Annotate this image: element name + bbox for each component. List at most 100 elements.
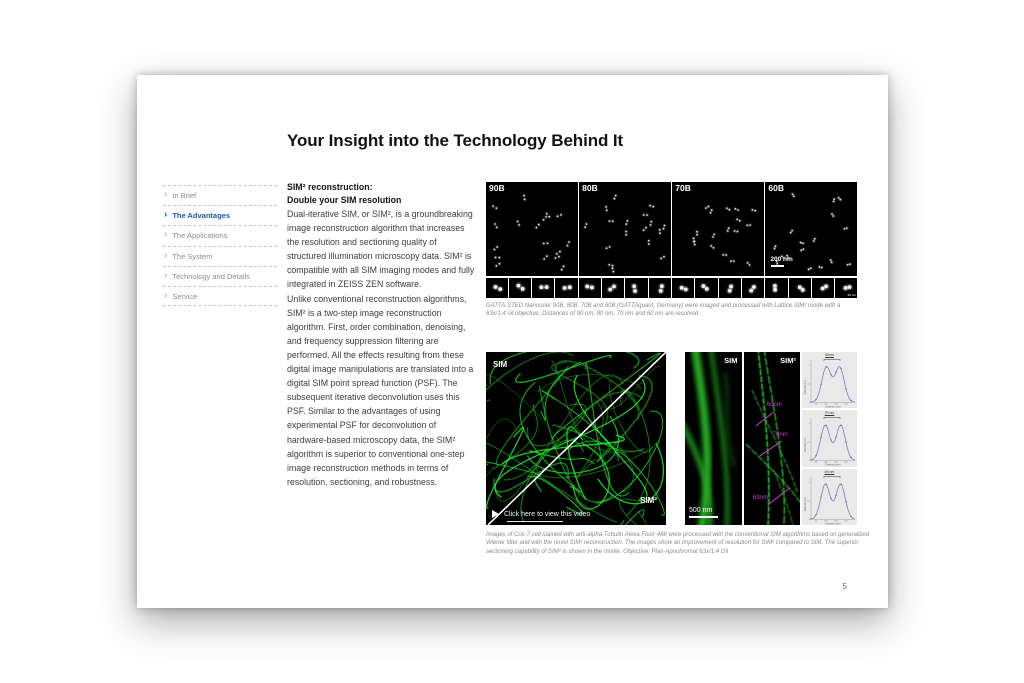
svg-text:100: 100: [824, 462, 828, 464]
inset-group: [486, 277, 578, 298]
svg-text:0: 0: [809, 402, 811, 404]
nanoruler-panels-row: 90B 80B 70B 60B 200 nm: [486, 182, 857, 276]
figure2-caption: Images of Cos-7 cell stained with anti-a…: [486, 532, 870, 555]
panel-label: 70B: [675, 183, 691, 193]
chevron-right-icon: ›: [164, 269, 168, 281]
video-label-sim: SIM: [493, 360, 508, 369]
nanoruler-insets-row: 50 nm: [486, 277, 857, 298]
inset-cell: [695, 277, 718, 298]
svg-text:150: 150: [834, 462, 838, 464]
plot-title: 69 nm: [824, 469, 835, 474]
inset-cell: [555, 277, 578, 298]
page-title: Your Insight into the Technology Behind …: [287, 131, 624, 150]
inset-cell: [718, 277, 741, 298]
article-heading-line1: SIM² reconstruction:: [287, 182, 373, 192]
video-cta-label: Click here to view this video: [504, 510, 591, 518]
profile-plots-column: Intensity (AU) Distance (nm) 50 100 150 200 0 0…: [802, 352, 857, 525]
svg-text:50: 50: [815, 462, 818, 464]
svg-text:0.5: 0.5: [807, 442, 811, 444]
figure-nanoruler: 90B 80B 70B 60B 200 nm 50 nm GATTA-STED …: [486, 182, 857, 318]
article-heading-line2: Double your SIM resolution: [287, 195, 402, 205]
svg-text:100: 100: [824, 404, 828, 406]
svg-text:50: 50: [815, 520, 818, 522]
svg-text:150: 150: [834, 520, 838, 522]
inset-cell: [672, 277, 695, 298]
sidebar: › In Brief › The Advantages › The Applic…: [163, 185, 277, 307]
svg-text:0: 0: [809, 460, 811, 462]
svg-text:Distance (nm): Distance (nm): [826, 405, 841, 408]
svg-text:0.5: 0.5: [807, 500, 811, 502]
video-label-sim2: SIM²: [640, 496, 657, 505]
sidebar-item-label: The Applications: [172, 231, 228, 241]
page-number: 5: [842, 582, 847, 591]
profile-plot-70nm: Intensity (AU) Distance (nm) 50 100 150 200 0 0…: [802, 410, 857, 467]
svg-text:0.5: 0.5: [807, 383, 811, 385]
svg-text:Intensity (AU): Intensity (AU): [804, 379, 807, 394]
profile-plot-69nm: Intensity (AU) Distance (nm) 50 100 150 200 0 0…: [802, 468, 857, 525]
scale-bar: [771, 265, 785, 267]
inset-cell: [741, 277, 764, 298]
inset-scale-label: 50 nm: [847, 292, 856, 297]
inset-cell: [788, 277, 811, 298]
inset-cell: [486, 277, 509, 298]
inset-group: [579, 277, 671, 298]
svg-text:1: 1: [809, 481, 811, 483]
sidebar-item-in-brief[interactable]: › In Brief: [163, 185, 277, 205]
chevron-right-icon: ›: [164, 289, 168, 301]
cta-underline: [507, 521, 563, 522]
inset-cell: 50 nm: [834, 277, 857, 298]
inset-cell: [811, 277, 834, 298]
svg-text:1: 1: [809, 423, 811, 425]
svg-text:200: 200: [844, 462, 848, 464]
article-paragraph-2: Unlike conventional reconstruction algor…: [287, 293, 474, 487]
compare-panel-sim2: 60nm 70nm 69nm SIM²: [743, 352, 800, 525]
plot-title: 70 nm: [824, 411, 835, 416]
sidebar-item-the-applications[interactable]: › The Applications: [163, 225, 277, 245]
svg-text:Intensity (AU): Intensity (AU): [804, 438, 807, 453]
nanoruler-panel-90b: 90B: [486, 182, 578, 276]
sidebar-item-label: The Advantages: [172, 211, 230, 221]
svg-text:Distance (nm): Distance (nm): [826, 464, 841, 467]
svg-text:0: 0: [809, 519, 811, 521]
chevron-right-icon: ›: [164, 229, 168, 241]
sidebar-item-service[interactable]: › Service: [163, 285, 277, 307]
svg-text:200: 200: [844, 520, 848, 522]
inset-cell: [602, 277, 625, 298]
article-paragraph-1: Dual-iterative SIM, or SIM², is a ground…: [287, 209, 475, 290]
article-body: SIM² reconstruction: Double your SIM res…: [287, 181, 477, 489]
svg-text:200: 200: [844, 404, 848, 406]
nanoruler-panel-70b: 70B: [672, 182, 764, 276]
svg-text:Distance (nm): Distance (nm): [826, 522, 841, 525]
sidebar-item-technology-and-details[interactable]: › Technology and Details: [163, 265, 277, 286]
panel-label: 60B: [768, 183, 784, 193]
inset-group: 50 nm: [765, 277, 857, 298]
brochure-page: Your Insight into the Technology Behind …: [137, 75, 888, 608]
sidebar-item-the-system[interactable]: › The System: [163, 245, 277, 266]
chevron-right-icon: ›: [164, 249, 168, 261]
article-heading: SIM² reconstruction: Double your SIM res…: [287, 181, 477, 207]
inset-cell: [532, 277, 555, 298]
compare-label-sim: SIM: [724, 356, 738, 365]
svg-text:69nm: 69nm: [752, 495, 767, 501]
scale-bar: [689, 516, 718, 518]
video-cta[interactable]: Click here to view this video: [492, 510, 590, 518]
svg-text:100: 100: [824, 520, 828, 522]
svg-text:50: 50: [815, 404, 818, 406]
scale-bar-label: 200 nm: [770, 256, 793, 263]
nanoruler-panel-80b: 80B: [579, 182, 671, 276]
profile-plot-60nm: Intensity (AU) Distance (nm) 50 100 150 200 0 0…: [802, 352, 857, 409]
sidebar-item-the-advantages[interactable]: › The Advantages: [163, 205, 277, 225]
inset-cell: [625, 277, 648, 298]
sidebar-item-label: In Brief: [172, 191, 197, 201]
svg-text:60nm: 60nm: [766, 402, 781, 408]
svg-text:150: 150: [834, 404, 838, 406]
sidebar-item-label: Service: [172, 291, 198, 301]
play-icon: [492, 510, 499, 518]
sidebar-item-label: Technology and Details: [172, 271, 250, 281]
video-thumbnail[interactable]: SIM SIM² Click here to view this video: [486, 352, 666, 525]
compare-panel-sim: SIM 500 nm: [685, 352, 742, 525]
svg-text:1: 1: [809, 365, 811, 367]
svg-text:Intensity (AU): Intensity (AU): [804, 496, 807, 511]
inset-cell: [579, 277, 602, 298]
sidebar-item-label: The System: [172, 251, 213, 261]
